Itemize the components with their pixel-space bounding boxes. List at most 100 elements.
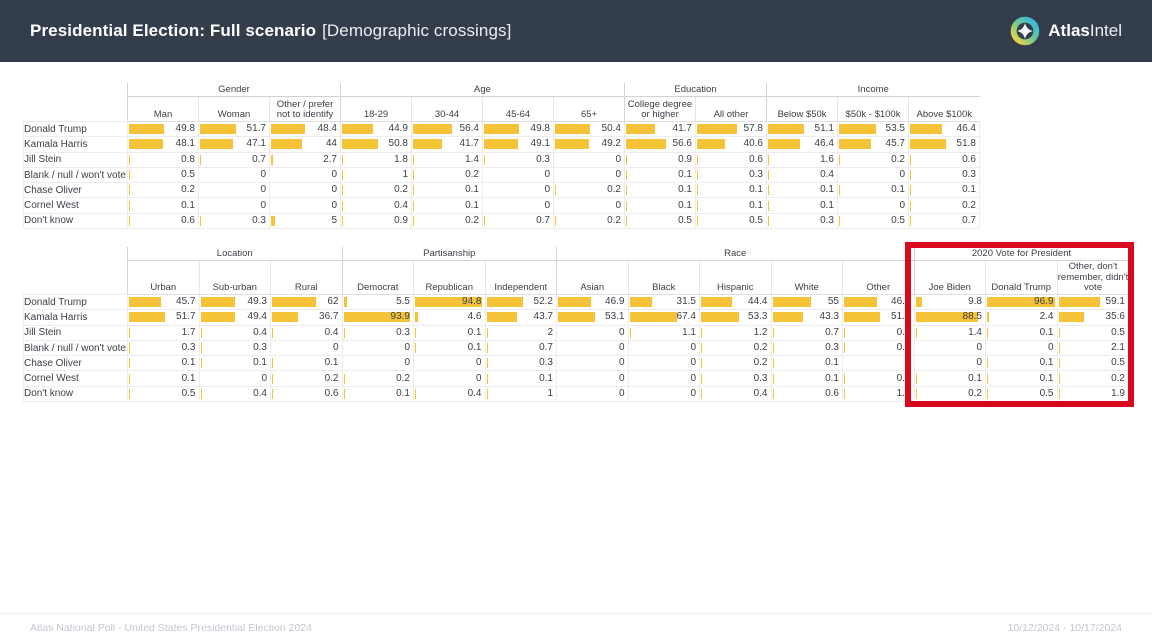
data-cell: 1.8 bbox=[340, 151, 412, 168]
data-cell: 0.1 bbox=[624, 166, 696, 184]
data-cell: 0 bbox=[341, 355, 414, 372]
value-bar bbox=[915, 327, 917, 338]
cell-value: 0 bbox=[1047, 342, 1054, 354]
value-bar bbox=[697, 139, 726, 150]
highlight-box bbox=[905, 242, 1134, 407]
data-cell: 47.1 bbox=[198, 136, 270, 153]
value-bar bbox=[413, 170, 414, 181]
value-bar bbox=[555, 139, 590, 150]
table-row: Jill Stein 0.8 0.7 2.7 1.8 1.4 0.3 0 0.9 0.6 1.6 0.… bbox=[23, 151, 980, 168]
value-bar bbox=[772, 373, 774, 384]
cell-value: 46.4 bbox=[814, 138, 834, 150]
data-cell: 0.8 bbox=[127, 151, 199, 168]
value-bar bbox=[413, 139, 443, 150]
value-bar bbox=[415, 297, 482, 308]
cell-value: 0.3 bbox=[181, 342, 196, 354]
cell-value: 0.1 bbox=[678, 184, 692, 196]
value-bar bbox=[915, 297, 923, 308]
value-bar bbox=[910, 215, 911, 226]
data-cell: 5.5 bbox=[341, 293, 414, 311]
data-cell: 0 bbox=[553, 151, 625, 168]
cell-value: 41.7 bbox=[672, 123, 692, 135]
row-label: Donald Trump bbox=[23, 293, 128, 311]
table-row: Jill Stein 1.7 0.4 0.4 0.3 0.1 2 0 1.1 1.2 0.7 0.7 1… bbox=[23, 324, 1129, 341]
cell-value: 0.1 bbox=[467, 326, 482, 338]
value-bar bbox=[772, 358, 774, 369]
data-cell: 49.3 bbox=[198, 293, 271, 311]
cell-value: 0 bbox=[618, 372, 625, 384]
value-bar bbox=[701, 327, 702, 338]
value-bar bbox=[200, 154, 201, 165]
data-cell: 94.8 bbox=[413, 293, 486, 311]
data-cell: 0 bbox=[482, 197, 554, 214]
data-cell: 52.2 bbox=[484, 293, 557, 311]
value-bar bbox=[626, 124, 656, 135]
cell-value: 49.4 bbox=[247, 311, 267, 323]
value-bar bbox=[626, 170, 627, 181]
value-bar bbox=[910, 170, 911, 181]
data-cell: 55 bbox=[770, 293, 843, 311]
value-bar bbox=[626, 139, 666, 150]
data-cell: 48.4 bbox=[269, 120, 341, 138]
value-bar bbox=[701, 358, 702, 369]
table-row: Cornel West 0.1 0 0 0.4 0.1 0 0 0.1 0.1 0.1 0 0.2 bbox=[23, 197, 980, 214]
data-cell: 0 bbox=[269, 182, 341, 199]
row-label: Blank / null / won't vote bbox=[23, 166, 128, 184]
value-bar bbox=[342, 215, 343, 226]
data-cell: 0 bbox=[842, 355, 915, 372]
value-bar bbox=[272, 358, 273, 369]
value-bar bbox=[558, 297, 592, 308]
data-cell: 0 bbox=[269, 197, 341, 214]
data-cell: 0 bbox=[270, 339, 343, 357]
column-header: White bbox=[770, 260, 843, 295]
cell-value: 0.3 bbox=[396, 326, 410, 338]
cell-value: 0 bbox=[260, 169, 266, 181]
data-cell: 0.3 bbox=[766, 212, 838, 230]
value-bar bbox=[987, 388, 988, 399]
value-bar bbox=[910, 154, 911, 165]
cell-value: 44.9 bbox=[388, 123, 408, 135]
cell-value: 0.2 bbox=[324, 372, 339, 384]
cell-value: 1.1 bbox=[682, 326, 696, 338]
data-cell: 1 bbox=[340, 166, 412, 184]
value-bar bbox=[486, 327, 488, 338]
cell-value: 44.4 bbox=[748, 296, 768, 308]
cell-value: 0.7 bbox=[536, 214, 550, 226]
cell-value: 93.9 bbox=[390, 311, 410, 323]
value-bar bbox=[129, 124, 164, 135]
row-label: Kamala Harris bbox=[23, 136, 128, 153]
cell-value: 0 bbox=[899, 169, 905, 181]
value-bar bbox=[844, 388, 845, 399]
value-bar bbox=[129, 200, 130, 211]
cell-value: 51.8 bbox=[956, 138, 976, 150]
value-bar bbox=[342, 185, 343, 196]
cell-value: 0.7 bbox=[896, 326, 911, 338]
data-cell: 51.6 bbox=[842, 309, 915, 326]
cell-value: 0.1 bbox=[962, 184, 976, 196]
group-header: Education bbox=[624, 83, 767, 97]
data-cell: 0.5 bbox=[695, 212, 767, 230]
data-cell: 0.3 bbox=[341, 324, 414, 341]
cell-value: 0.2 bbox=[896, 342, 911, 354]
data-cell: 0.1 bbox=[624, 197, 696, 214]
cell-value: 0.1 bbox=[1039, 372, 1054, 384]
table-row: Donald Trump 49.8 51.7 48.4 44.9 56.4 49.8 50.4… bbox=[23, 120, 980, 138]
cell-value: 0.3 bbox=[749, 169, 763, 181]
table-row: Kamala Harris 51.7 49.4 36.7 93.9 4.6 43.7 53.1… bbox=[23, 309, 1129, 326]
group-header: Location bbox=[127, 247, 342, 261]
value-bar bbox=[844, 373, 845, 384]
data-cell: 0.5 bbox=[837, 212, 909, 230]
data-cell: 2.7 bbox=[269, 151, 341, 168]
crosstab-table: Location Partisanship Race 2020 Vote for Pr… bbox=[23, 247, 1129, 403]
data-cell: 0.3 bbox=[770, 339, 843, 357]
table-row: Blank / null / won't vote 0.5 0 0 1 0.2 0 0 0.1 0… bbox=[23, 166, 980, 184]
value-bar bbox=[200, 343, 202, 354]
value-bar bbox=[839, 139, 871, 150]
group-header: Partisanship bbox=[341, 247, 557, 261]
data-cell: 4.6 bbox=[413, 309, 486, 326]
value-bar bbox=[129, 358, 130, 369]
data-cell: 49.8 bbox=[482, 120, 554, 138]
value-bar bbox=[772, 327, 774, 338]
row-label: Cornel West bbox=[23, 197, 128, 214]
data-cell: 45.7 bbox=[837, 136, 909, 153]
